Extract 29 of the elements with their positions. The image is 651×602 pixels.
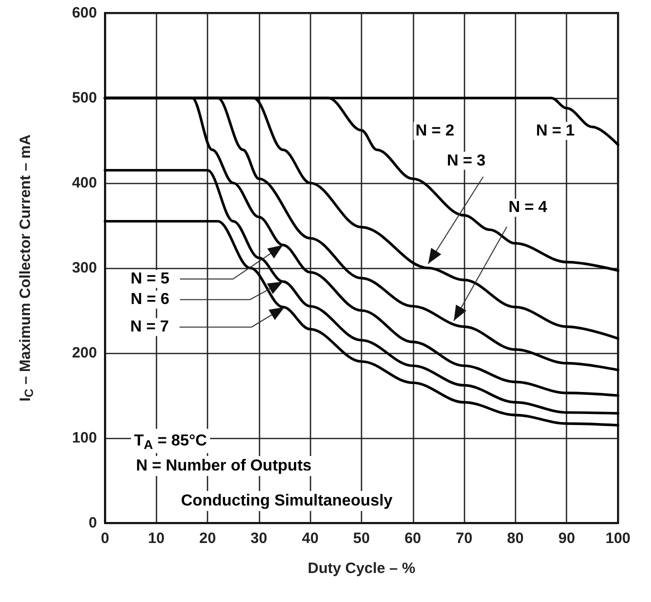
y-tick-label: 200 xyxy=(72,344,97,362)
y-tick-label: 400 xyxy=(72,174,97,192)
y-tick-label: 100 xyxy=(72,430,97,446)
x-tick-label: 0 xyxy=(100,530,110,547)
x-tick-label: 70 xyxy=(456,530,472,547)
annotation: N = 5 xyxy=(130,270,170,288)
x-tick-label: 20 xyxy=(199,530,216,547)
annotation: N = 4 xyxy=(508,199,548,216)
y-tick-label: 0 xyxy=(88,514,97,532)
annotation: N = 2 xyxy=(416,122,454,140)
x-tick-label: 50 xyxy=(353,530,370,547)
annotation: N = Number of Outputs xyxy=(136,458,312,474)
x-tick-label: 90 xyxy=(558,530,576,547)
x-tick-label: 30 xyxy=(250,530,268,547)
annotation: N = 3 xyxy=(446,152,486,170)
x-tick-label: 100 xyxy=(605,530,631,547)
y-tick-label: 300 xyxy=(72,260,97,276)
x-tick-label: 60 xyxy=(404,530,422,547)
y-axis-title: IC – Maximum Collector Current – mA xyxy=(17,134,36,402)
annotation: N = 1 xyxy=(536,122,575,140)
annotation: N = 6 xyxy=(130,291,170,308)
y-tick-label: 500 xyxy=(72,90,97,106)
x-tick-label: 40 xyxy=(302,530,319,547)
annotation: Conducting Simultaneously xyxy=(181,492,393,510)
x-tick-label: 10 xyxy=(148,530,165,547)
y-tick-label: 600 xyxy=(72,4,97,22)
x-tick-label: 80 xyxy=(507,530,524,547)
x-axis-title: Duty Cycle – % xyxy=(308,560,416,577)
annotation: N = 7 xyxy=(130,318,169,336)
